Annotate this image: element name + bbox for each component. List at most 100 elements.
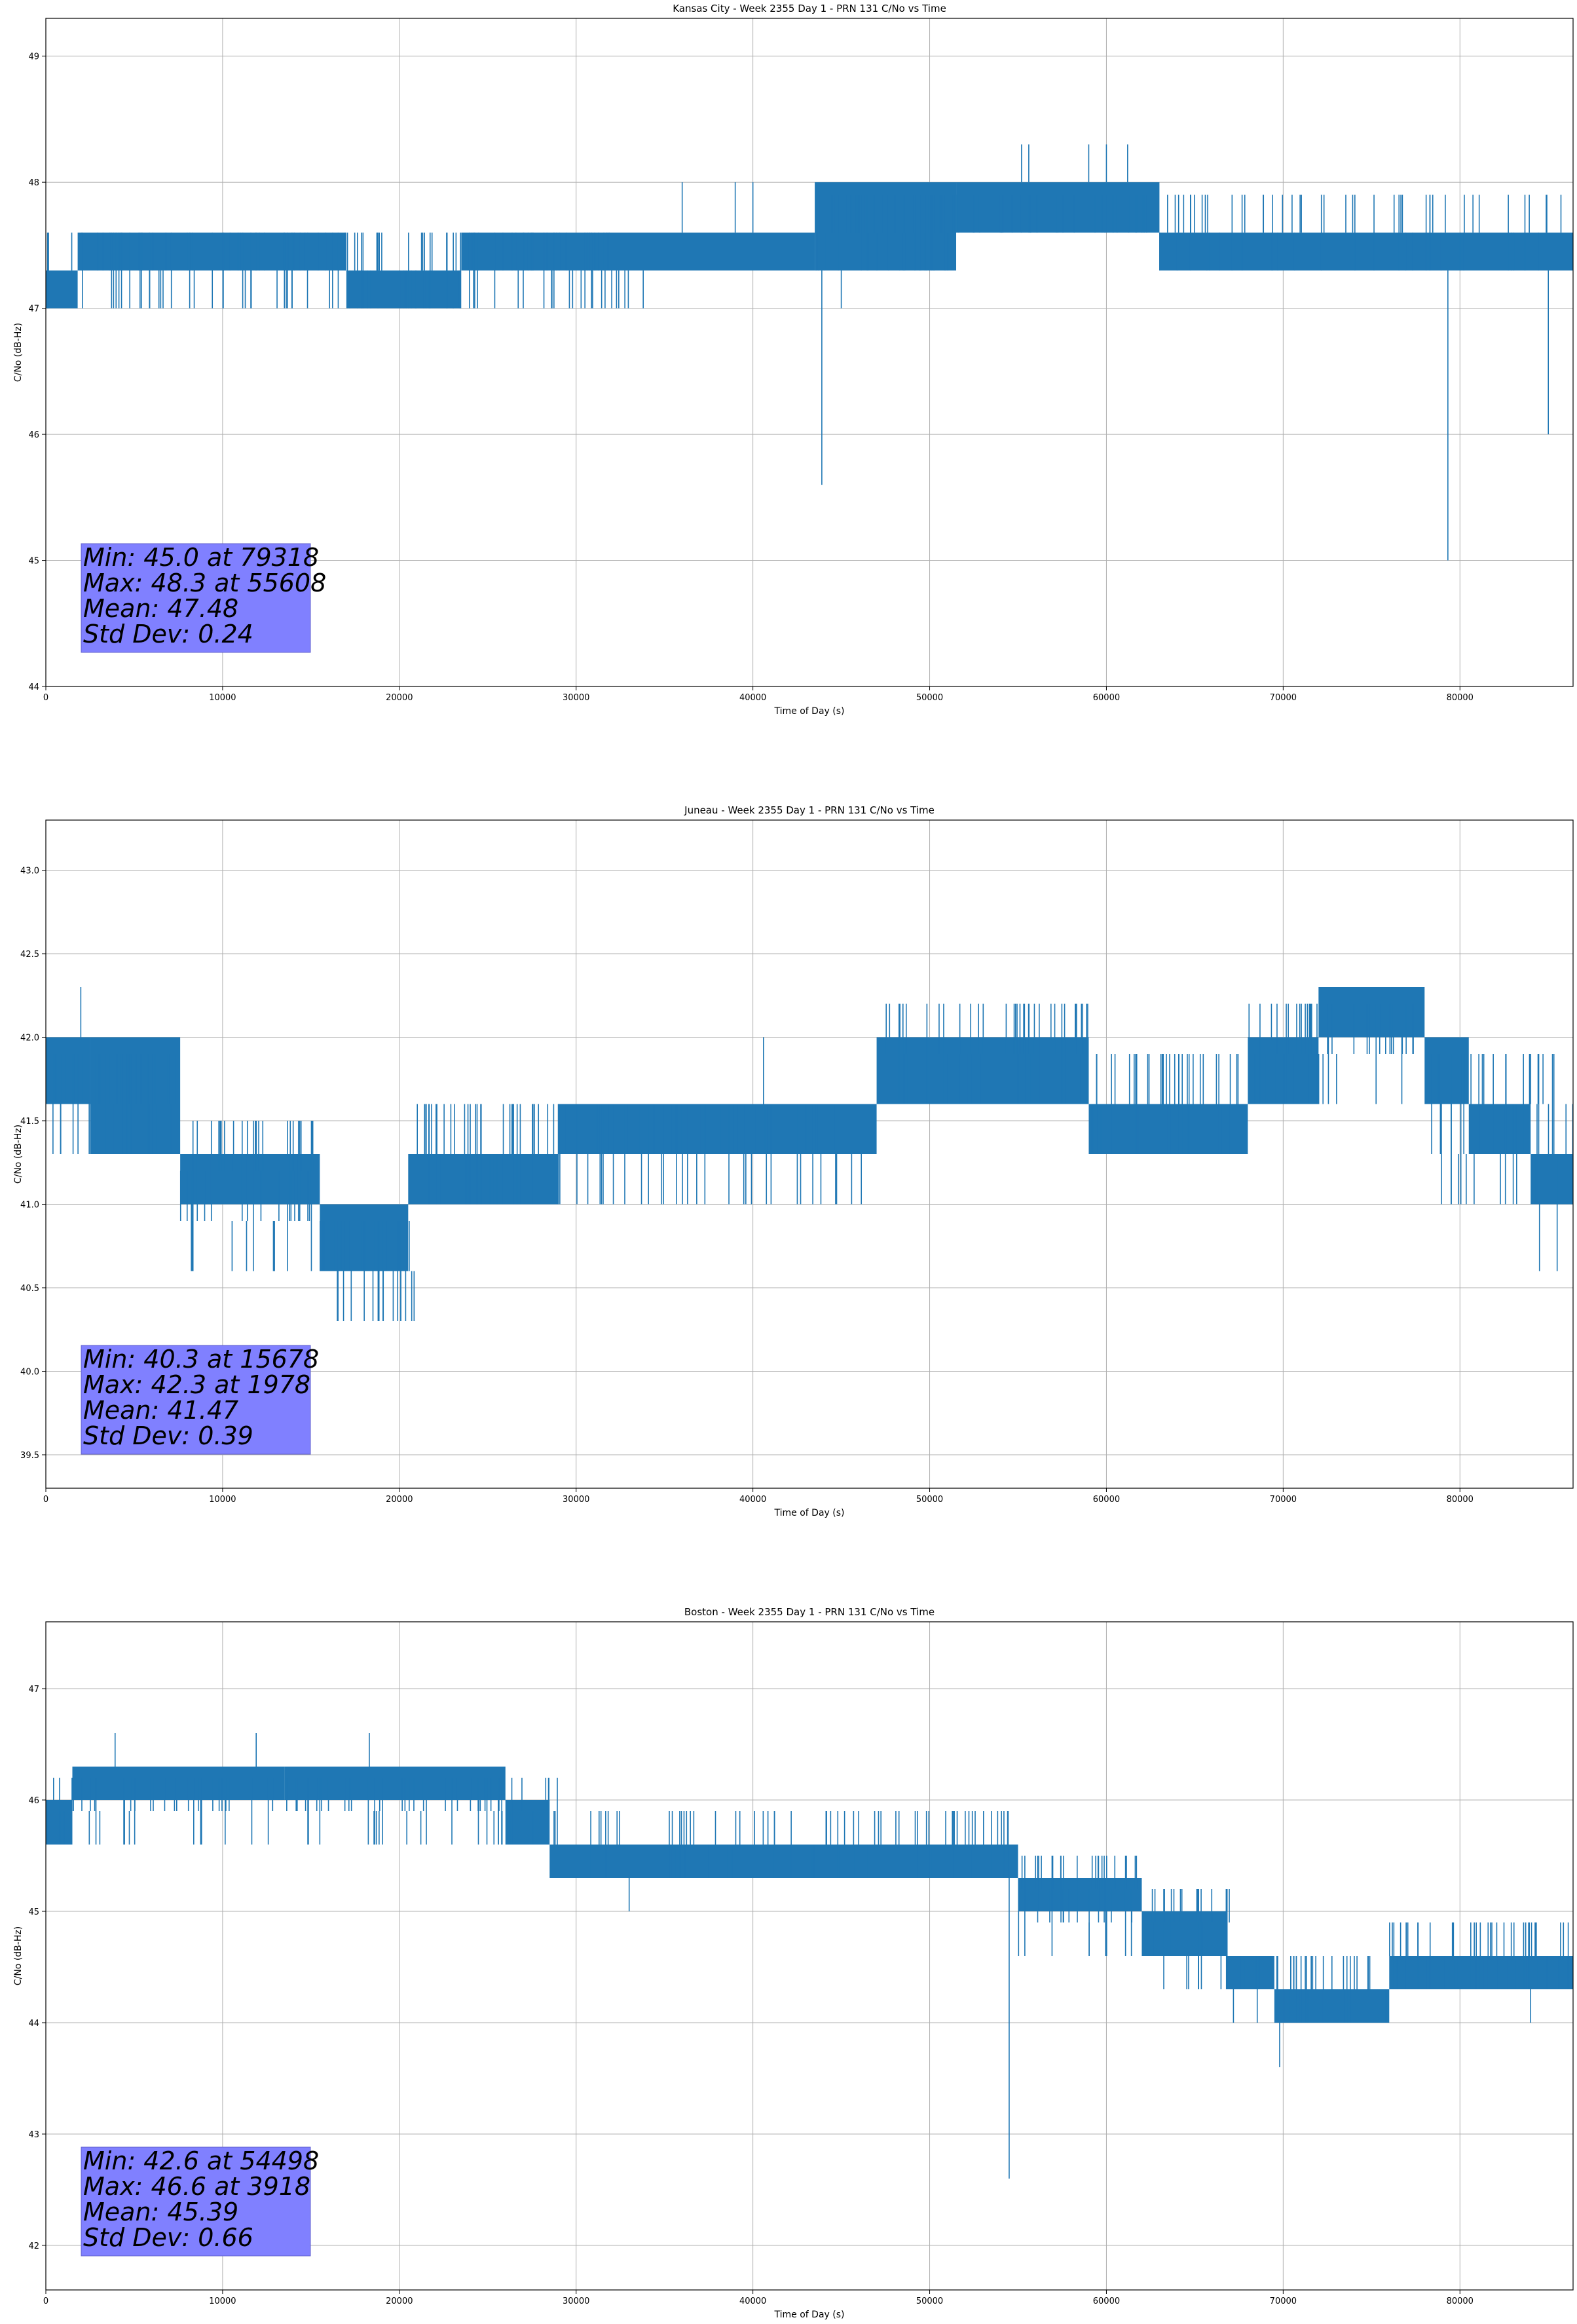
x-tick-label: 50000	[916, 2296, 943, 2306]
x-tick-label: 60000	[1093, 693, 1120, 703]
y-tick-label: 40.0	[20, 1368, 39, 1378]
series-band	[1468, 1104, 1531, 1154]
chart-panel-1: Juneau - Week 2355 Day 1 - PRN 131 C/No …	[13, 804, 1574, 1518]
y-axis-label: C/No (dB-Hz)	[13, 323, 24, 382]
series-band	[558, 1104, 877, 1154]
y-axis-label: C/No (dB-Hz)	[13, 1125, 24, 1184]
chart-title: Kansas City - Week 2355 Day 1 - PRN 131 …	[673, 3, 946, 14]
stats-annotation-line: Mean: 41.47	[83, 1396, 238, 1425]
y-tick-label: 47	[28, 305, 39, 314]
axes-frame	[45, 18, 1574, 687]
x-tick-label: 0	[43, 693, 48, 703]
series-band	[1226, 1956, 1274, 1989]
y-tick-label: 45	[28, 557, 39, 567]
series-band	[180, 1154, 320, 1205]
series-group	[46, 1733, 1573, 2179]
axes-frame	[45, 819, 1574, 1489]
x-tick-label: 0	[43, 2296, 48, 2306]
chart-panel-0: Kansas City - Week 2355 Day 1 - PRN 131 …	[13, 3, 1574, 717]
series-band	[1159, 233, 1573, 271]
series-band	[90, 1037, 181, 1154]
series-band	[46, 1037, 90, 1104]
x-tick-label: 10000	[209, 1495, 236, 1505]
y-tick-label: 46	[28, 430, 39, 440]
x-tick-label: 80000	[1447, 693, 1474, 703]
axes-frame	[45, 1621, 1574, 2291]
x-tick-label: 80000	[1447, 1495, 1474, 1505]
x-tick-label: 60000	[1093, 1495, 1120, 1505]
y-tick-label: 40.5	[20, 1284, 39, 1294]
x-tick-label: 30000	[563, 2296, 589, 2306]
x-axis-label: Time of Day (s)	[774, 706, 845, 717]
y-tick-label: 43.0	[20, 867, 39, 876]
x-tick-label: 70000	[1270, 2296, 1297, 2306]
series-band	[1389, 1956, 1573, 1989]
stats-annotation-line: Max: 42.3 at 1978	[83, 1370, 310, 1399]
stats-annotation-line: Min: 40.3 at 15678	[83, 1345, 319, 1374]
series-band	[549, 1845, 1018, 1878]
stats-annotation-line: Std Dev: 0.24	[83, 620, 253, 648]
y-tick-label: 42	[28, 2241, 39, 2251]
y-tick-label: 44	[28, 2019, 39, 2029]
series-band	[505, 1800, 550, 1845]
chart-panel-2: Boston - Week 2355 Day 1 - PRN 131 C/No …	[13, 1606, 1574, 2320]
stats-annotation-line: Std Dev: 0.39	[83, 1421, 253, 1450]
stats-annotation-line: Mean: 45.39	[83, 2198, 238, 2226]
y-tick-label: 42.5	[20, 950, 39, 960]
x-tick-label: 10000	[209, 693, 236, 703]
y-tick-label: 49	[28, 52, 39, 62]
stats-annotation-line: Mean: 47.48	[83, 594, 238, 623]
x-tick-label: 80000	[1447, 2296, 1474, 2306]
series-band	[284, 1767, 506, 1800]
stats-annotation-box	[81, 2146, 311, 2257]
y-tick-label: 44	[28, 683, 39, 692]
series-band	[1318, 987, 1425, 1038]
stats-annotation-line: Min: 42.6 at 54498	[83, 2146, 319, 2175]
y-tick-label: 45	[28, 1907, 39, 1917]
series-band	[408, 1154, 559, 1205]
series-band	[1088, 1104, 1248, 1154]
x-tick-label: 20000	[386, 2296, 413, 2306]
y-tick-label: 46	[28, 1796, 39, 1806]
x-tick-label: 30000	[563, 1495, 589, 1505]
series-group	[46, 144, 1573, 561]
series-band	[72, 1767, 285, 1800]
x-tick-label: 30000	[563, 693, 589, 703]
stats-annotation-line: Min: 45.0 at 79318	[83, 543, 319, 572]
x-tick-label: 40000	[739, 2296, 766, 2306]
x-axis-label: Time of Day (s)	[774, 2310, 845, 2320]
x-tick-label: 40000	[739, 693, 766, 703]
series-band	[46, 270, 78, 309]
y-axis-label: C/No (dB-Hz)	[13, 1926, 24, 1985]
series-band	[1018, 1878, 1142, 1911]
chart-title: Juneau - Week 2355 Day 1 - PRN 131 C/No …	[684, 804, 935, 816]
x-tick-label: 40000	[739, 1495, 766, 1505]
x-tick-label: 70000	[1270, 1495, 1297, 1505]
x-tick-label: 50000	[916, 693, 943, 703]
y-tick-label: 47	[28, 1685, 39, 1695]
y-tick-label: 48	[28, 178, 39, 188]
x-axis-label: Time of Day (s)	[774, 1508, 845, 1518]
y-tick-label: 42.0	[20, 1034, 39, 1043]
x-tick-label: 20000	[386, 693, 413, 703]
y-tick-label: 41.5	[20, 1117, 39, 1127]
x-tick-label: 50000	[916, 1495, 943, 1505]
stats-annotation-line: Max: 48.3 at 55608	[83, 569, 326, 597]
series-band	[815, 182, 957, 271]
y-tick-label: 43	[28, 2130, 39, 2140]
x-tick-label: 0	[43, 1495, 48, 1505]
y-tick-label: 41.0	[20, 1201, 39, 1210]
stats-annotation-line: Std Dev: 0.66	[83, 2223, 253, 2252]
stats-annotation-box	[81, 1345, 311, 1455]
series-group	[46, 987, 1573, 1321]
stats-annotation-line: Max: 46.6 at 3918	[83, 2172, 310, 2201]
series-band	[1531, 1154, 1573, 1205]
x-tick-label: 60000	[1093, 2296, 1120, 2306]
x-tick-label: 70000	[1270, 693, 1297, 703]
stats-annotation-box	[81, 543, 311, 653]
series-band	[1141, 1911, 1227, 1956]
y-tick-label: 39.5	[20, 1451, 39, 1461]
x-tick-label: 20000	[386, 1495, 413, 1505]
chart-title: Boston - Week 2355 Day 1 - PRN 131 C/No …	[684, 1606, 935, 1618]
